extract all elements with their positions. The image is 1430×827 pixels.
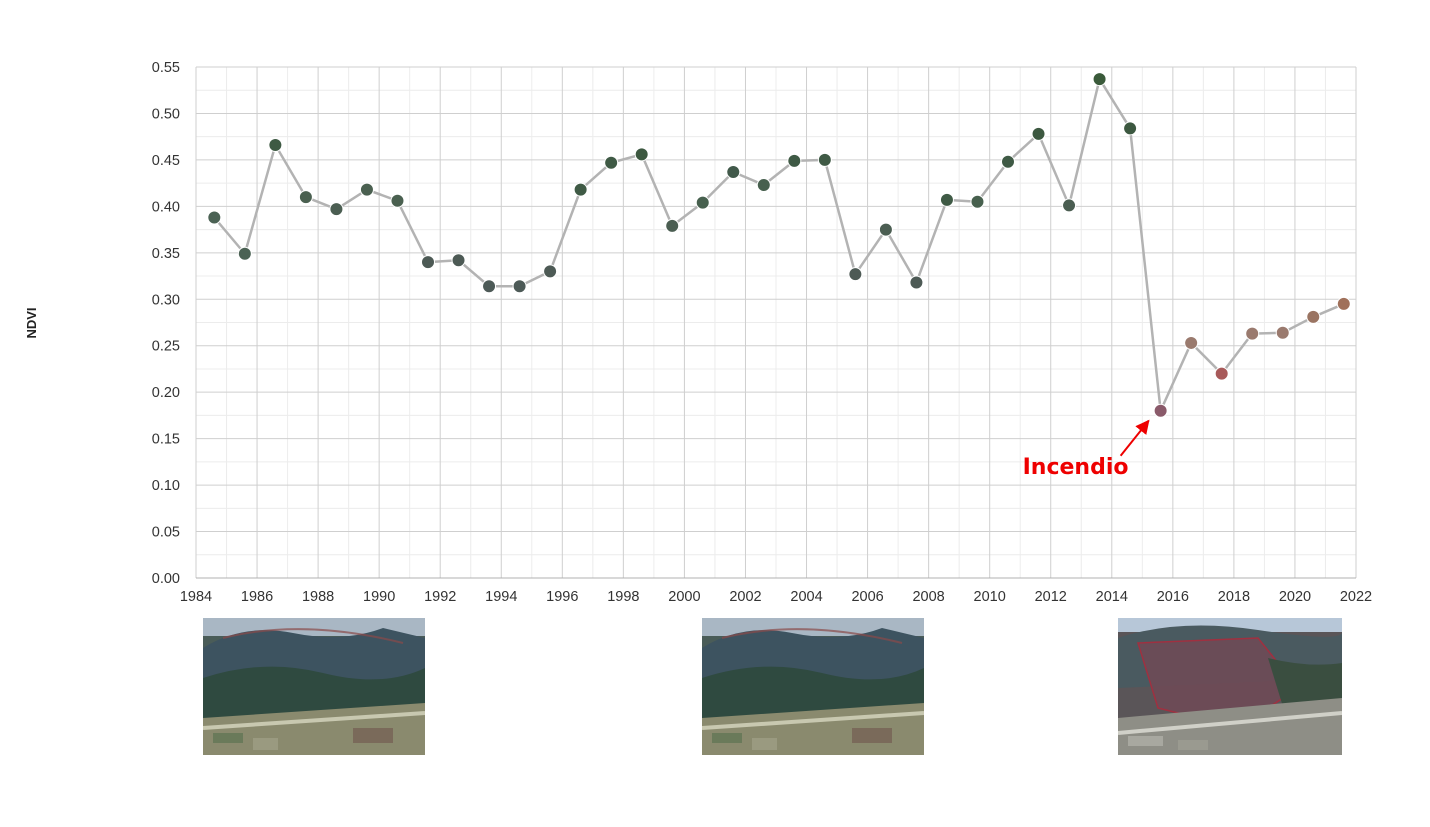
y-tick-label: 0.00: [152, 571, 180, 587]
data-point: [665, 218, 680, 233]
x-tick-label: 1996: [546, 589, 578, 605]
data-point: [1245, 326, 1260, 341]
data-point: [1092, 72, 1107, 87]
data-point: [421, 255, 435, 270]
x-tick-label: 2008: [912, 589, 944, 605]
aerial-photo-middle: [702, 618, 924, 755]
y-tick-label: 0.30: [152, 292, 180, 308]
data-point: [604, 155, 619, 170]
data-point: [451, 253, 466, 268]
y-tick-label: 0.50: [152, 106, 180, 122]
data-point: [634, 147, 649, 162]
x-tick-label: 2018: [1218, 589, 1250, 605]
annotations: Incendio: [1023, 419, 1150, 480]
y-tick-label: 0.20: [152, 385, 180, 401]
data-point: [1306, 309, 1321, 324]
data-point: [1184, 335, 1199, 350]
data-point: [390, 193, 405, 208]
data-point: [878, 222, 893, 237]
x-tick-label: 1994: [485, 589, 517, 605]
x-tick-label: 1992: [424, 589, 456, 605]
data-point: [1153, 403, 1168, 418]
x-tick-label: 1984: [180, 589, 212, 605]
data-points: [207, 72, 1351, 418]
data-point: [939, 192, 954, 207]
y-tick-label: 0.15: [152, 432, 180, 448]
data-point: [1123, 121, 1138, 136]
data-point: [298, 190, 313, 205]
x-tick-label: 2012: [1035, 589, 1067, 605]
data-point: [1336, 296, 1351, 311]
aerial-photo-early: [203, 618, 425, 755]
data-point: [207, 210, 222, 225]
data-point: [970, 194, 985, 209]
data-point: [726, 164, 741, 179]
annotation-label: Incendio: [1023, 455, 1129, 480]
data-point: [1031, 126, 1046, 141]
series-line: [213, 77, 1345, 413]
data-point: [543, 264, 558, 279]
x-tick-label: 2014: [1096, 589, 1128, 605]
grid: [195, 66, 1357, 579]
data-point: [1001, 154, 1015, 169]
y-tick-label: 0.45: [152, 153, 180, 169]
x-tick-label: 2002: [729, 589, 761, 605]
y-tick-label: 0.05: [152, 525, 180, 541]
y-tick-label: 0.35: [152, 246, 180, 262]
data-point: [268, 138, 283, 153]
data-point: [909, 275, 924, 290]
y-tick-label: 0.55: [152, 60, 180, 76]
y-tick-label: 0.40: [152, 199, 180, 215]
axes: 0.00 0.05 0.10 0.15 0.20 0.25 0.30 0.35 0.40 0.45…: [152, 60, 1372, 605]
ndvi-line: [213, 77, 1345, 413]
data-point: [237, 246, 252, 261]
data-point: [1275, 325, 1290, 340]
data-point: [359, 182, 374, 197]
x-tick-label: 2000: [668, 589, 700, 605]
data-point: [695, 195, 710, 210]
y-tick-label: 0.10: [152, 478, 180, 494]
data-point: [1214, 366, 1229, 381]
data-point: [482, 279, 497, 294]
y-tick-label: 0.25: [152, 339, 180, 355]
x-tick-label: 2022: [1340, 589, 1372, 605]
y-axis-label: NDVI: [24, 307, 39, 338]
x-tick-label: 1986: [241, 589, 273, 605]
annotation-arrow: [1119, 419, 1150, 457]
data-point: [512, 279, 527, 294]
x-tick-label: 2016: [1157, 589, 1189, 605]
data-point: [817, 152, 832, 167]
x-tick-label: 2006: [851, 589, 883, 605]
data-point: [787, 153, 802, 168]
aerial-photo-after-fire: [1118, 618, 1342, 755]
x-tick-label: 1998: [607, 589, 639, 605]
x-tick-label: 2004: [790, 589, 822, 605]
data-point: [848, 267, 863, 282]
x-tick-label: 2010: [974, 589, 1006, 605]
data-point: [1062, 198, 1077, 213]
data-point: [329, 202, 344, 217]
x-tick-label: 2020: [1279, 589, 1311, 605]
data-point: [756, 177, 771, 192]
data-point: [573, 182, 588, 197]
x-tick-label: 1988: [302, 589, 334, 605]
x-tick-label: 1990: [363, 589, 395, 605]
